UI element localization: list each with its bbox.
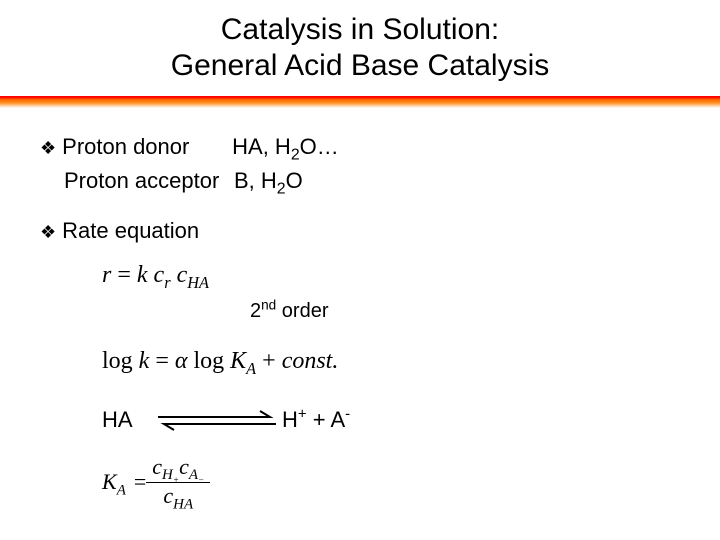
title-line-2: General Acid Base Catalysis [0, 48, 720, 84]
dissociation-equilibrium: HA H+ + A- [102, 405, 680, 435]
ka-lhs: KA [102, 467, 126, 497]
proton-acceptor-value: B, H2O [234, 166, 303, 200]
rate-equation-row: ❖ Rate equation [40, 216, 680, 246]
slide-body: ❖ Proton donor HA, H2O… Proton acceptor … [0, 108, 720, 508]
proton-donor-row: ❖ Proton donor HA, H2O… [40, 132, 680, 166]
rate-equation-formula: r = k cr cHA [102, 259, 680, 291]
equilibrium-arrow-icon [152, 408, 282, 432]
ka-numerator: cH+cA− [146, 455, 210, 481]
bullet-icon: ❖ [40, 136, 56, 160]
fraction-bar [146, 482, 210, 483]
proton-donor-label: Proton donor [62, 132, 232, 162]
proton-acceptor-label: Proton acceptor [64, 166, 234, 196]
bullet-icon: ❖ [40, 220, 56, 244]
second-order-label: 2nd order [250, 298, 680, 325]
rate-equation-label: Rate equation [62, 216, 199, 246]
title-line-1: Catalysis in Solution: [0, 12, 720, 48]
proton-acceptor-row: Proton acceptor B, H2O [64, 166, 680, 200]
log-k-equation: log k = α log KA + const. [102, 345, 680, 377]
ka-fraction: cH+cA− cHA [146, 455, 210, 509]
dissociation-products: H+ + A- [282, 405, 350, 435]
ka-equation: KA = cH+cA− cHA [102, 455, 680, 509]
ka-denominator: cHA [157, 484, 199, 508]
species-ha: HA [102, 405, 152, 435]
slide-title: Catalysis in Solution: General Acid Base… [0, 0, 720, 92]
divider-bar [0, 96, 720, 108]
proton-donor-value: HA, H2O… [232, 132, 339, 166]
